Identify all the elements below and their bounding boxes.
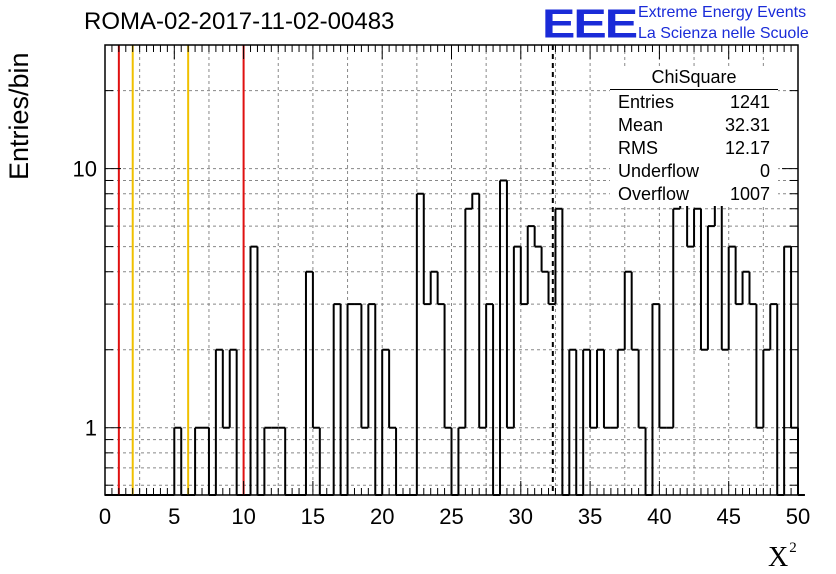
x-axis-label-text: X — [768, 542, 789, 573]
y-tick-label: 10 — [73, 157, 97, 182]
stats-row-underflow: Underflow 0 — [610, 160, 778, 183]
x-tick-label: 40 — [647, 504, 671, 529]
reference-lines — [117, 45, 554, 495]
stats-box: ChiSquare Entries 1241 Mean 32.31 RMS 12.17… — [610, 66, 778, 206]
chart-title: ROMA-02-2017-11-02-00483 — [84, 8, 395, 35]
y-axis-label: Entries/bin — [4, 52, 34, 180]
x-tick-label: 15 — [301, 504, 325, 529]
stats-row-rms: RMS 12.17 — [610, 137, 778, 160]
stats-row-mean: Mean 32.31 — [610, 114, 778, 137]
stats-label: Mean — [618, 115, 664, 135]
stats-label: Underflow — [618, 161, 700, 181]
stats-value: 1241 — [729, 92, 770, 112]
x-tick-label: 35 — [578, 504, 602, 529]
y-axis-ticks: 1 10 — [73, 90, 798, 486]
x-tick-label: 30 — [509, 504, 533, 529]
y-tick-label: 1 — [85, 416, 97, 441]
stats-value: 32.31 — [724, 115, 770, 135]
x-axis-ticks: 0 5 10 15 20 25 30 35 40 45 50 — [99, 45, 810, 529]
x-tick-label: 45 — [716, 504, 740, 529]
x-tick-label: 0 — [99, 504, 111, 529]
stats-row-entries: Entries 1241 — [610, 91, 778, 114]
stats-value: 0 — [759, 161, 770, 181]
x-tick-label: 10 — [231, 504, 255, 529]
eee-logo: EEE — [542, 0, 638, 47]
x-axis-label: X2 — [768, 540, 797, 574]
x-tick-label: 25 — [439, 504, 463, 529]
stats-row-overflow: Overflow 1007 — [610, 183, 778, 206]
stats-label: RMS — [618, 138, 658, 158]
x-tick-label: 5 — [168, 504, 180, 529]
stats-value: 1007 — [729, 184, 770, 204]
x-tick-label: 50 — [786, 504, 810, 529]
x-tick-label: 20 — [370, 504, 394, 529]
x-axis-label-superscript: 2 — [789, 540, 797, 556]
logo-subtitle-2: La Scienza nelle Scuole — [638, 25, 809, 42]
stats-title: ChiSquare — [610, 66, 778, 90]
histogram-series — [105, 179, 805, 496]
stats-label: Overflow — [618, 184, 690, 204]
logo-subtitle-1: Extreme Energy Events — [638, 4, 807, 21]
stats-label: Entries — [618, 92, 675, 112]
stats-value: 12.17 — [724, 138, 770, 158]
